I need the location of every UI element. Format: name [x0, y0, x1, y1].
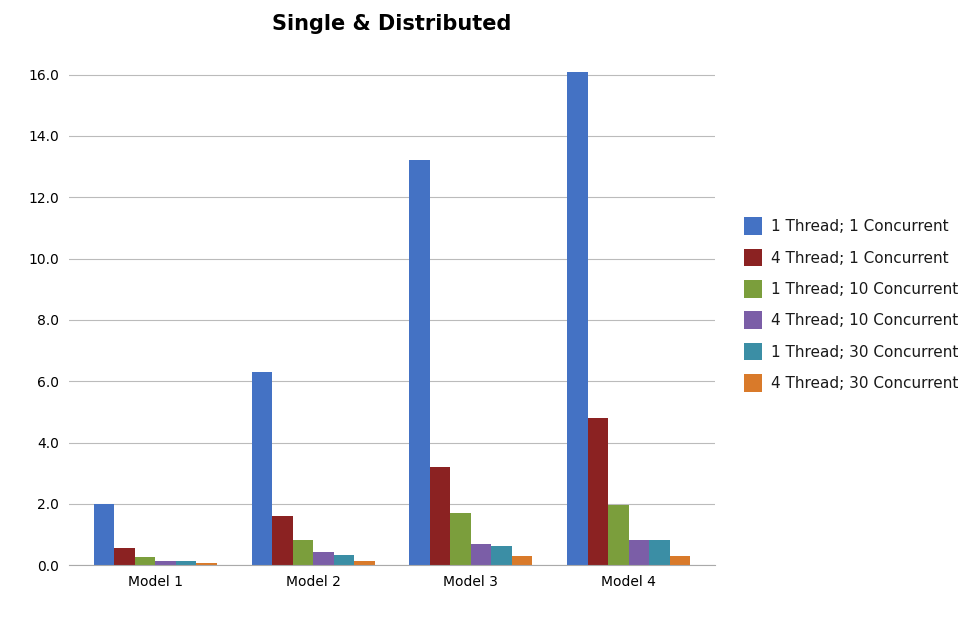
Bar: [252, 372, 272, 565]
Bar: [609, 505, 628, 565]
Bar: [135, 556, 156, 565]
Bar: [293, 540, 314, 565]
Bar: [354, 561, 374, 565]
Bar: [94, 504, 115, 565]
Bar: [567, 72, 588, 565]
Bar: [410, 161, 430, 565]
Bar: [491, 546, 512, 565]
Bar: [314, 552, 333, 565]
Title: Single & Distributed: Single & Distributed: [272, 14, 512, 34]
Bar: [628, 539, 649, 565]
Bar: [196, 563, 217, 565]
Bar: [451, 513, 470, 565]
Bar: [430, 467, 451, 565]
Legend: 1 Thread; 1 Concurrent, 4 Thread; 1 Concurrent, 1 Thread; 10 Concurrent, 4 Threa: 1 Thread; 1 Concurrent, 4 Thread; 1 Conc…: [736, 210, 966, 399]
Bar: [333, 555, 354, 565]
Bar: [272, 516, 293, 565]
Bar: [175, 561, 196, 565]
Bar: [649, 540, 669, 565]
Bar: [588, 418, 609, 565]
Bar: [512, 556, 532, 565]
Bar: [115, 548, 135, 565]
Bar: [470, 544, 491, 565]
Bar: [156, 561, 175, 565]
Bar: [669, 556, 690, 565]
